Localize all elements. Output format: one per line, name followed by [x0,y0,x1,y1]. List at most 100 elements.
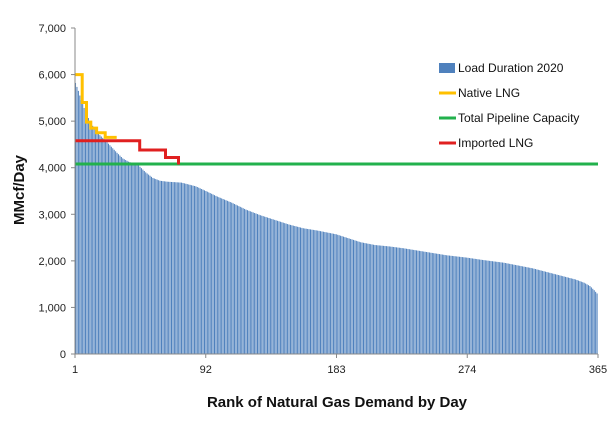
load-duration-bar [433,253,435,354]
load-duration-bar [477,259,479,354]
load-duration-bar [437,253,439,354]
load-duration-bar [328,232,330,354]
load-duration-bar [291,225,293,354]
load-duration-bar [321,231,323,354]
load-duration-bar [262,216,264,354]
load-duration-bar [320,231,322,354]
y-tick-labels: 0 1,000 2,000 3,000 4,000 5,000 6,000 7,000 [38,23,75,361]
load-duration-bar [504,263,506,354]
load-duration-bar [490,261,492,354]
load-duration-bar [355,240,357,354]
load-duration-bar [391,246,393,354]
load-duration-bar [278,221,280,354]
load-duration-bar [441,254,443,354]
load-duration-bar [307,228,309,354]
load-duration-bar [112,148,114,354]
load-duration-bar [130,162,132,354]
load-duration-bar [264,216,266,354]
load-duration-bar [576,280,578,354]
load-duration-bar [474,258,476,354]
load-duration-bar [228,201,230,354]
load-duration-bar [325,232,327,354]
load-duration-bar [295,226,297,354]
legend-label-native-lng: Native LNG [458,86,520,100]
load-duration-bar [119,155,121,354]
load-duration-bar [400,247,402,354]
load-duration-bar [169,181,171,354]
load-duration-bar [423,251,425,354]
load-duration-bar [471,258,473,354]
load-duration-bar [133,163,135,354]
load-duration-bar [450,255,452,354]
load-duration-bar [593,290,595,354]
load-duration-bar [421,251,423,354]
load-duration-bar [456,256,458,354]
load-duration-bar [138,165,140,354]
x-tick-labels: 1 92 183 274 365 [72,354,607,376]
load-duration-bar [77,90,79,355]
series-lines [75,73,598,166]
load-duration-bar [191,185,193,354]
load-duration-bar [139,166,141,354]
load-duration-bar [188,184,190,354]
load-duration-bar [367,243,369,354]
load-duration-bar [294,226,296,354]
load-duration-bar [384,246,386,354]
load-duration-bar [373,244,375,354]
load-duration-bar [159,180,161,354]
load-duration-bar [126,160,128,354]
load-duration-bar [268,218,270,354]
load-duration-bar [255,213,257,354]
load-duration-bar [275,220,277,354]
load-duration-bar [176,182,178,354]
load-duration-bar [374,245,376,354]
load-duration-bar [530,268,532,354]
load-duration-bar [244,208,246,354]
load-duration-bar [116,152,118,354]
load-duration-bar [585,283,587,354]
load-duration-bar [225,200,227,354]
load-duration-bar [361,242,363,354]
load-duration-bar [229,202,231,354]
load-duration-bar [120,157,122,354]
load-duration-bar [341,236,343,354]
load-duration-bar [539,270,541,354]
load-duration-bar [513,264,515,354]
load-duration-bar [351,239,353,354]
load-duration-bar [438,254,440,354]
load-duration-bar [136,164,138,354]
load-duration-bar [494,261,496,354]
load-duration-bar [348,238,350,354]
load-duration-bar [377,245,379,354]
load-duration-bar [540,270,542,354]
load-duration-bar [430,252,432,354]
load-duration-bar [105,140,107,354]
load-duration-bar [92,125,94,354]
load-duration-bar [570,278,572,354]
load-duration-bar [206,191,208,354]
load-duration-bar [378,245,380,354]
load-duration-bar [496,261,498,354]
load-duration-bar [82,104,84,354]
load-duration-bar [165,181,167,354]
load-duration-bar [95,129,97,355]
x-tick-label: 92 [200,364,212,376]
load-duration-bar [589,286,591,354]
load-duration-bar [352,239,355,354]
load-duration-bar [457,256,459,354]
load-duration-bar [224,199,226,354]
load-duration-bar [560,275,562,354]
load-duration-bar [436,253,438,354]
load-duration-bar [153,178,155,354]
load-duration-bar [595,291,597,354]
load-duration-bar [562,276,564,354]
load-duration-bar [218,197,220,354]
load-duration-bar [365,243,367,354]
load-duration-bar [479,259,481,354]
load-duration-bar [358,241,360,354]
load-duration-bar [347,238,349,354]
load-duration-bar [493,261,495,354]
x-tick-label: 1 [72,364,78,376]
load-duration-bar [418,250,420,354]
load-duration-bar [424,251,426,354]
